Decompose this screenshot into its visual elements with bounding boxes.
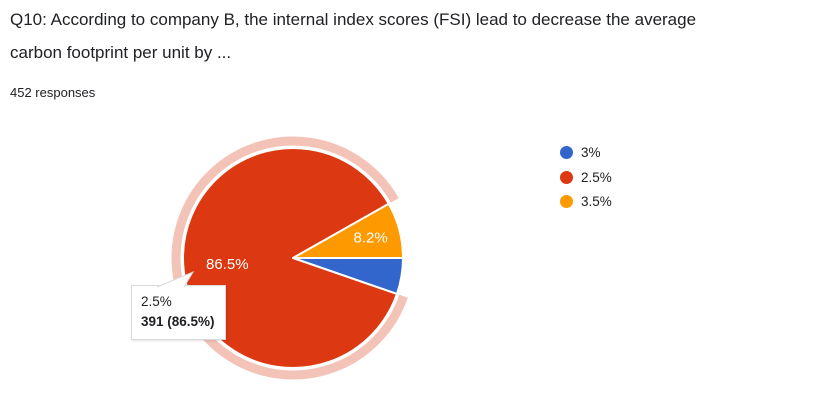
pie-slice-label-3.5%: 8.2% — [354, 230, 388, 247]
pie-slice-2.5%[interactable] — [182, 147, 398, 369]
question-title-line-1: Q10: According to company B, the interna… — [10, 10, 697, 29]
legend-item-3%: 3% — [560, 145, 612, 160]
tooltip-count: 391 (86.5%) — [141, 314, 215, 329]
legend-item-2.5%: 2.5% — [560, 169, 612, 185]
legend-label: 2.5% — [581, 169, 612, 185]
legend-item-3.5%: 3.5% — [560, 194, 612, 209]
legend-label: 3.5% — [581, 194, 612, 209]
chart-legend: 3% 2.5% 3.5% — [560, 145, 612, 220]
legend-swatch — [560, 170, 573, 184]
response-count: 452 responses — [10, 85, 96, 100]
tooltip-answer-label: 2.5% — [141, 294, 172, 309]
question-title: Q10: According to company B, the interna… — [10, 3, 696, 69]
highlight-halo — [171, 136, 408, 380]
legend-swatch — [560, 195, 573, 208]
tooltip: 2.5% 391 (86.5%) — [131, 285, 226, 340]
question-title-line-2: carbon footprint per unit by ... — [10, 43, 232, 62]
pie-slice-label-2.5%: 86.5% — [206, 256, 249, 273]
legend-label: 3% — [581, 145, 601, 160]
legend-swatch — [560, 146, 573, 159]
pie-slice-3.5%[interactable] — [292, 202, 404, 259]
